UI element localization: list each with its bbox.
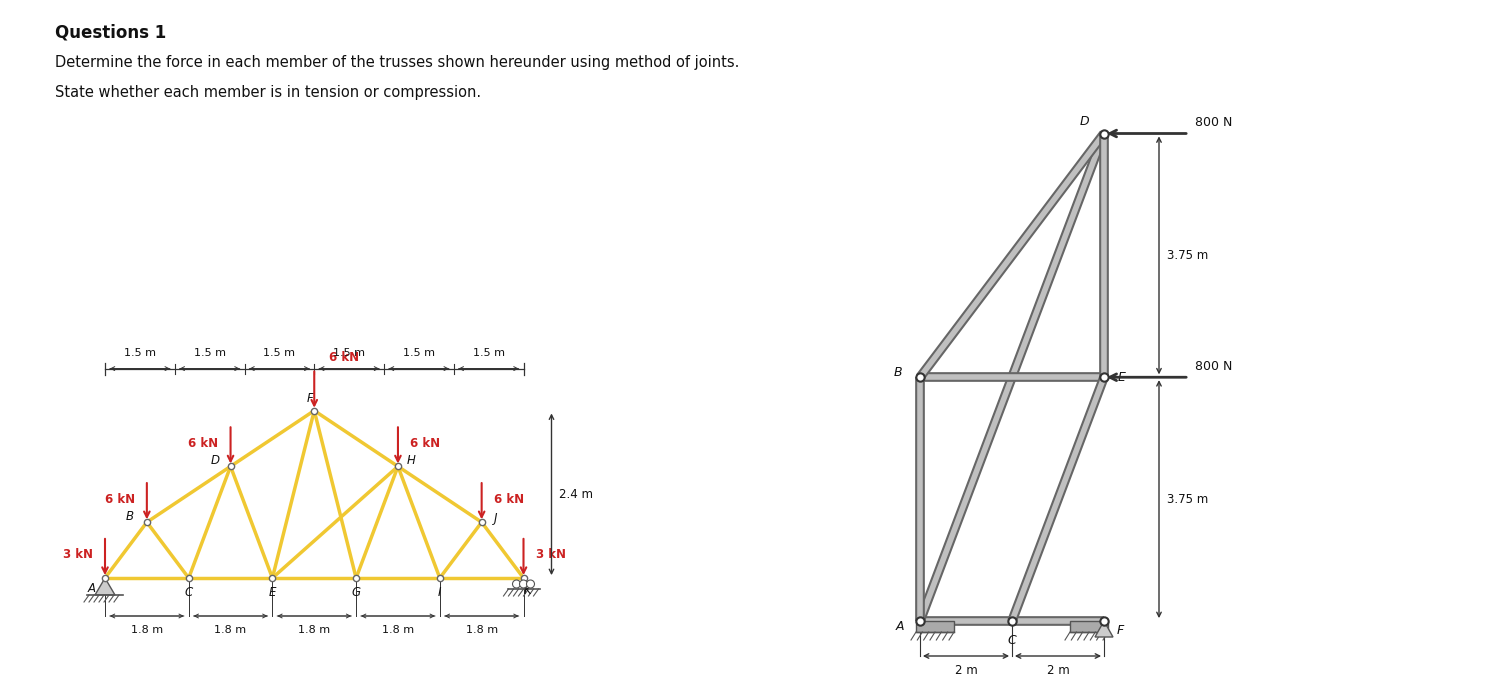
Text: 3 kN: 3 kN: [62, 548, 94, 561]
Text: C: C: [1008, 635, 1016, 647]
Circle shape: [513, 580, 520, 588]
Text: 1.8 m: 1.8 m: [465, 625, 498, 635]
Text: 1.5 m: 1.5 m: [403, 348, 435, 358]
Text: F: F: [1116, 624, 1123, 637]
Text: 1.8 m: 1.8 m: [131, 625, 163, 635]
Text: 3.75 m: 3.75 m: [1167, 492, 1208, 505]
Text: C: C: [184, 587, 193, 600]
Text: I: I: [438, 587, 441, 600]
Text: 800 N: 800 N: [1195, 360, 1232, 373]
Text: 2 m: 2 m: [954, 664, 978, 677]
Text: 1.8 m: 1.8 m: [299, 625, 330, 635]
Text: B: B: [126, 510, 134, 522]
Text: 6 kN: 6 kN: [493, 492, 523, 505]
Text: 2 m: 2 m: [1046, 664, 1070, 677]
Text: 3.75 m: 3.75 m: [1167, 249, 1208, 262]
Text: F: F: [308, 392, 314, 405]
Text: 1.5 m: 1.5 m: [123, 348, 156, 358]
Circle shape: [520, 580, 528, 588]
Text: 6 kN: 6 kN: [104, 492, 135, 505]
Text: 800 N: 800 N: [1195, 117, 1232, 130]
Text: A: A: [88, 581, 97, 594]
Text: 1.8 m: 1.8 m: [382, 625, 415, 635]
Text: 1.5 m: 1.5 m: [333, 348, 366, 358]
Text: 6 kN: 6 kN: [189, 437, 218, 450]
Text: 2.4 m: 2.4 m: [559, 488, 593, 501]
Circle shape: [526, 580, 535, 588]
Polygon shape: [95, 578, 114, 595]
Text: B: B: [893, 366, 902, 379]
Text: Determine the force in each member of the trusses shown hereunder using method o: Determine the force in each member of th…: [55, 55, 740, 70]
Text: D: D: [211, 454, 220, 467]
Text: 1.5 m: 1.5 m: [193, 348, 226, 358]
Text: 1.5 m: 1.5 m: [263, 348, 296, 358]
Bar: [1070, 621, 1109, 632]
Text: A: A: [896, 619, 905, 632]
Text: D: D: [1079, 115, 1089, 128]
Text: G: G: [352, 587, 361, 600]
Text: 3 kN: 3 kN: [535, 548, 566, 561]
Text: 6 kN: 6 kN: [410, 437, 440, 450]
Text: 6 kN: 6 kN: [330, 350, 360, 363]
Text: H: H: [407, 454, 416, 467]
Text: Questions 1: Questions 1: [55, 23, 166, 41]
Text: 1.8 m: 1.8 m: [214, 625, 247, 635]
Text: State whether each member is in tension or compression.: State whether each member is in tension …: [55, 85, 481, 100]
Polygon shape: [1095, 621, 1113, 637]
Text: J: J: [493, 512, 498, 525]
Text: E: E: [1117, 371, 1126, 384]
Text: E: E: [269, 587, 276, 600]
Bar: [915, 621, 954, 632]
Text: 1.5 m: 1.5 m: [473, 348, 505, 358]
Text: K: K: [523, 583, 532, 596]
